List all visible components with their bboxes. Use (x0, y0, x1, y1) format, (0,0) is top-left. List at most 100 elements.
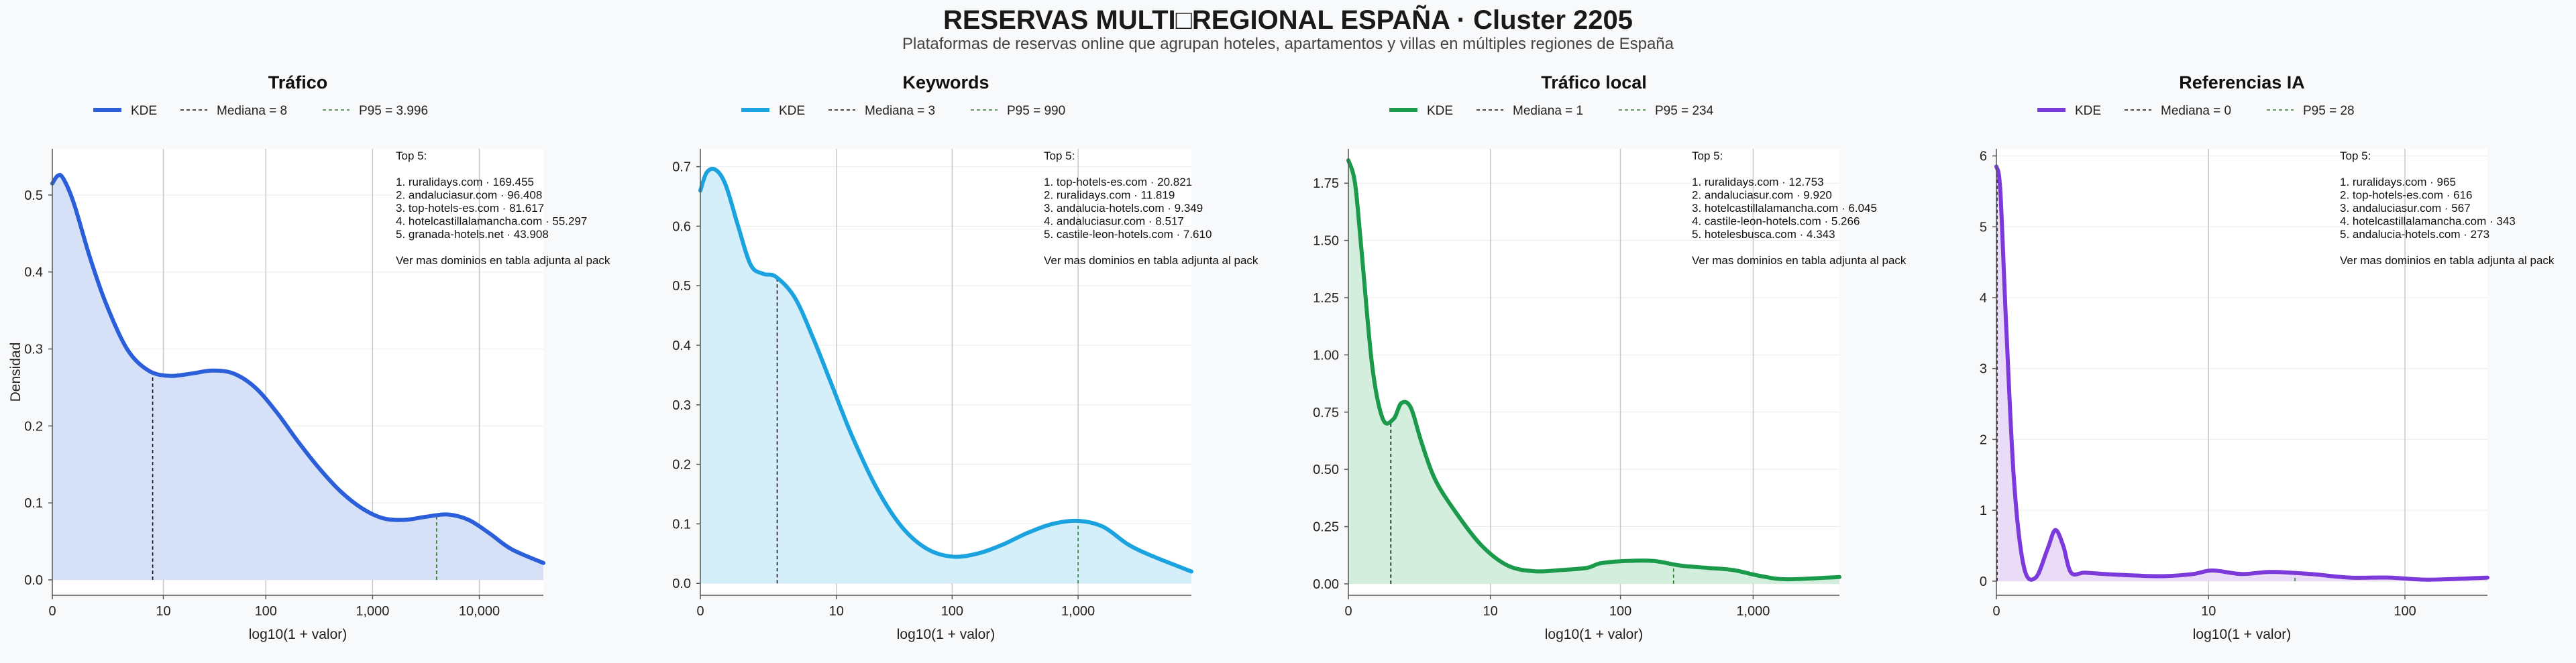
annotation-line: 5. andalucia-hotels.com · 273 (2340, 228, 2489, 241)
x-tick-label: 10 (156, 604, 170, 619)
x-tick-label: 1,000 (356, 604, 389, 619)
kde-line (1346, 158, 1841, 582)
legend-p95-label: P95 = 3.996 (359, 104, 428, 118)
y-tick-label: 1 (1980, 503, 1987, 518)
annotation-line: 2. ruralidays.com · 11.819 (1044, 189, 1175, 202)
annotation-heading: Top 5: (2340, 149, 2371, 162)
y-tick-label: 4 (1980, 291, 1987, 306)
y-tick-label: 3 (1980, 362, 1987, 377)
annotation-line: 4. hotelcastillalamancha.com · 343 (2340, 215, 2516, 228)
y-tick-label: 0.7 (672, 160, 691, 175)
annotation-line: 5. hotelesbusca.com · 4.343 (1692, 228, 1835, 241)
legend-kde-label: KDE (131, 104, 157, 118)
plot-background (1996, 149, 2487, 595)
annotation-line: 2. andaluciasur.com · 96.408 (396, 189, 542, 202)
annotation-heading: Top 5: (396, 149, 427, 162)
kde-line (1994, 164, 2489, 582)
annotation-line: 2. andaluciasur.com · 9.920 (1692, 189, 1832, 202)
y-tick-label: 0.1 (24, 496, 43, 511)
kde-line (50, 172, 545, 565)
annotation-line: 1. ruralidays.com · 965 (2340, 176, 2456, 188)
x-tick-label: 0 (696, 604, 704, 619)
annotation-heading: Top 5: (1692, 149, 1723, 162)
figure-subtitle: Plataformas de reservas online que agrup… (902, 35, 1674, 53)
legend-p95-label: P95 = 28 (2303, 104, 2355, 118)
annotation-line: Ver mas dominios en tabla adjunta al pac… (396, 254, 610, 267)
panel-title: Tráfico local (1541, 72, 1647, 93)
y-tick-label: 0.1 (672, 517, 691, 532)
legend-median-label: Mediana = 1 (1513, 104, 1583, 118)
x-tick-label: 10 (829, 604, 844, 619)
x-axis-label: log10(1 + valor) (897, 627, 996, 642)
annotation-line: 1. ruralidays.com · 169.455 (396, 176, 534, 188)
legend-kde-label: KDE (1427, 104, 1453, 118)
x-tick-label: 0 (1344, 604, 1352, 619)
x-tick-label: 10,000 (459, 604, 500, 619)
legend-median-label: Mediana = 0 (2161, 104, 2231, 118)
y-tick-label: 0.75 (1313, 406, 1339, 420)
x-tick-label: 10 (2201, 604, 2216, 619)
annotation-line: 1. ruralidays.com · 12.753 (1692, 176, 1824, 188)
y-tick-label: 0.0 (24, 573, 43, 588)
y-tick-label: 0.5 (24, 188, 43, 203)
annotation-line: 3. andaluciasur.com · 567 (2340, 202, 2471, 215)
y-tick-label: 0.00 (1313, 577, 1339, 592)
x-tick-label: 100 (941, 604, 963, 619)
y-tick-label: 1.75 (1313, 176, 1339, 191)
annotation-line: Ver mas dominios en tabla adjunta al pac… (2340, 254, 2555, 267)
legend-median-label: Mediana = 3 (865, 104, 935, 118)
annotation-line: 5. granada-hotels.net · 43.908 (396, 228, 549, 241)
annotation-line: 4. andaluciasur.com · 8.517 (1044, 215, 1184, 228)
annotation-line: 3. hotelcastillalamancha.com · 6.045 (1692, 202, 1877, 215)
legend-kde-label: KDE (2075, 104, 2101, 118)
y-tick-label: 0.5 (672, 279, 691, 294)
annotation-line: 4. castile-leon-hotels.com · 5.266 (1692, 215, 1860, 228)
annotation-line: 5. castile-leon-hotels.com · 7.610 (1044, 228, 1212, 241)
legend-median-label: Mediana = 8 (217, 104, 287, 118)
y-tick-label: 0.25 (1313, 520, 1339, 535)
annotation-line: 2. top-hotels-es.com · 616 (2340, 189, 2472, 202)
kde-line (698, 166, 1193, 574)
annotation-line: Ver mas dominios en tabla adjunta al pac… (1044, 254, 1258, 267)
y-tick-label: 0.0 (672, 577, 691, 591)
y-tick-label: 0.6 (672, 219, 691, 234)
figure-title: RESERVAS MULTI□REGIONAL ESPAÑA · Cluster… (943, 5, 1633, 35)
y-tick-label: 0.50 (1313, 463, 1339, 477)
x-tick-label: 1,000 (1061, 604, 1095, 619)
y-tick-label: 0.2 (672, 458, 691, 473)
annotation-line: 4. hotelcastillalamancha.com · 55.297 (396, 215, 587, 228)
panel-title: Tráfico (268, 72, 328, 93)
x-axis-label: log10(1 + valor) (1545, 627, 1644, 642)
y-tick-label: 6 (1980, 149, 1987, 164)
x-tick-label: 100 (1609, 604, 1631, 619)
annotation-line: 3. top-hotels-es.com · 81.617 (396, 202, 544, 215)
panel-title: Keywords (902, 72, 989, 93)
annotation-line: 1. top-hotels-es.com · 20.821 (1044, 176, 1192, 188)
panel-1: 0.0 0.1 0.2 0.3 0.4 0.5 0.6 0.7 0 10 100 1,000 log10… (672, 72, 1258, 642)
y-tick-label: 5 (1980, 220, 1987, 235)
y-tick-label: 0.3 (672, 398, 691, 413)
y-tick-label: 0.4 (672, 339, 691, 353)
y-tick-label: 1.00 (1313, 348, 1339, 363)
y-tick-label: 1.50 (1313, 234, 1339, 249)
panel-title: Referencias IA (2179, 72, 2305, 93)
x-tick-label: 0 (1992, 604, 2000, 619)
panel-0: 0.0 0.1 0.2 0.3 0.4 0.5 0 10 100 1,000 10,000 log10… (24, 72, 610, 642)
kde-area (700, 168, 1191, 584)
annotation-heading: Top 5: (1044, 149, 1075, 162)
legend-p95-label: P95 = 990 (1007, 104, 1065, 118)
x-tick-label: 0 (48, 604, 56, 619)
legend-p95-label: P95 = 234 (1655, 104, 1714, 118)
y-tick-label: 1.25 (1313, 291, 1339, 306)
x-tick-label: 100 (255, 604, 277, 619)
panel-2: 0.00 0.25 0.50 0.75 1.00 1.25 1.50 1.75 0 10 100 1,… (1313, 72, 1907, 642)
panel-3: 0 1 2 3 4 5 6 0 10 100 log10(1 + valor) Referencias… (1980, 72, 2555, 642)
annotation-line: 3. andalucia-hotels.com · 9.349 (1044, 202, 1203, 215)
annotation-line: Ver mas dominios en tabla adjunta al pac… (1692, 254, 1907, 267)
x-axis-label: log10(1 + valor) (249, 627, 347, 642)
x-tick-label: 1,000 (1736, 604, 1770, 619)
legend-kde-label: KDE (779, 104, 805, 118)
x-axis-label: log10(1 + valor) (2193, 627, 2292, 642)
